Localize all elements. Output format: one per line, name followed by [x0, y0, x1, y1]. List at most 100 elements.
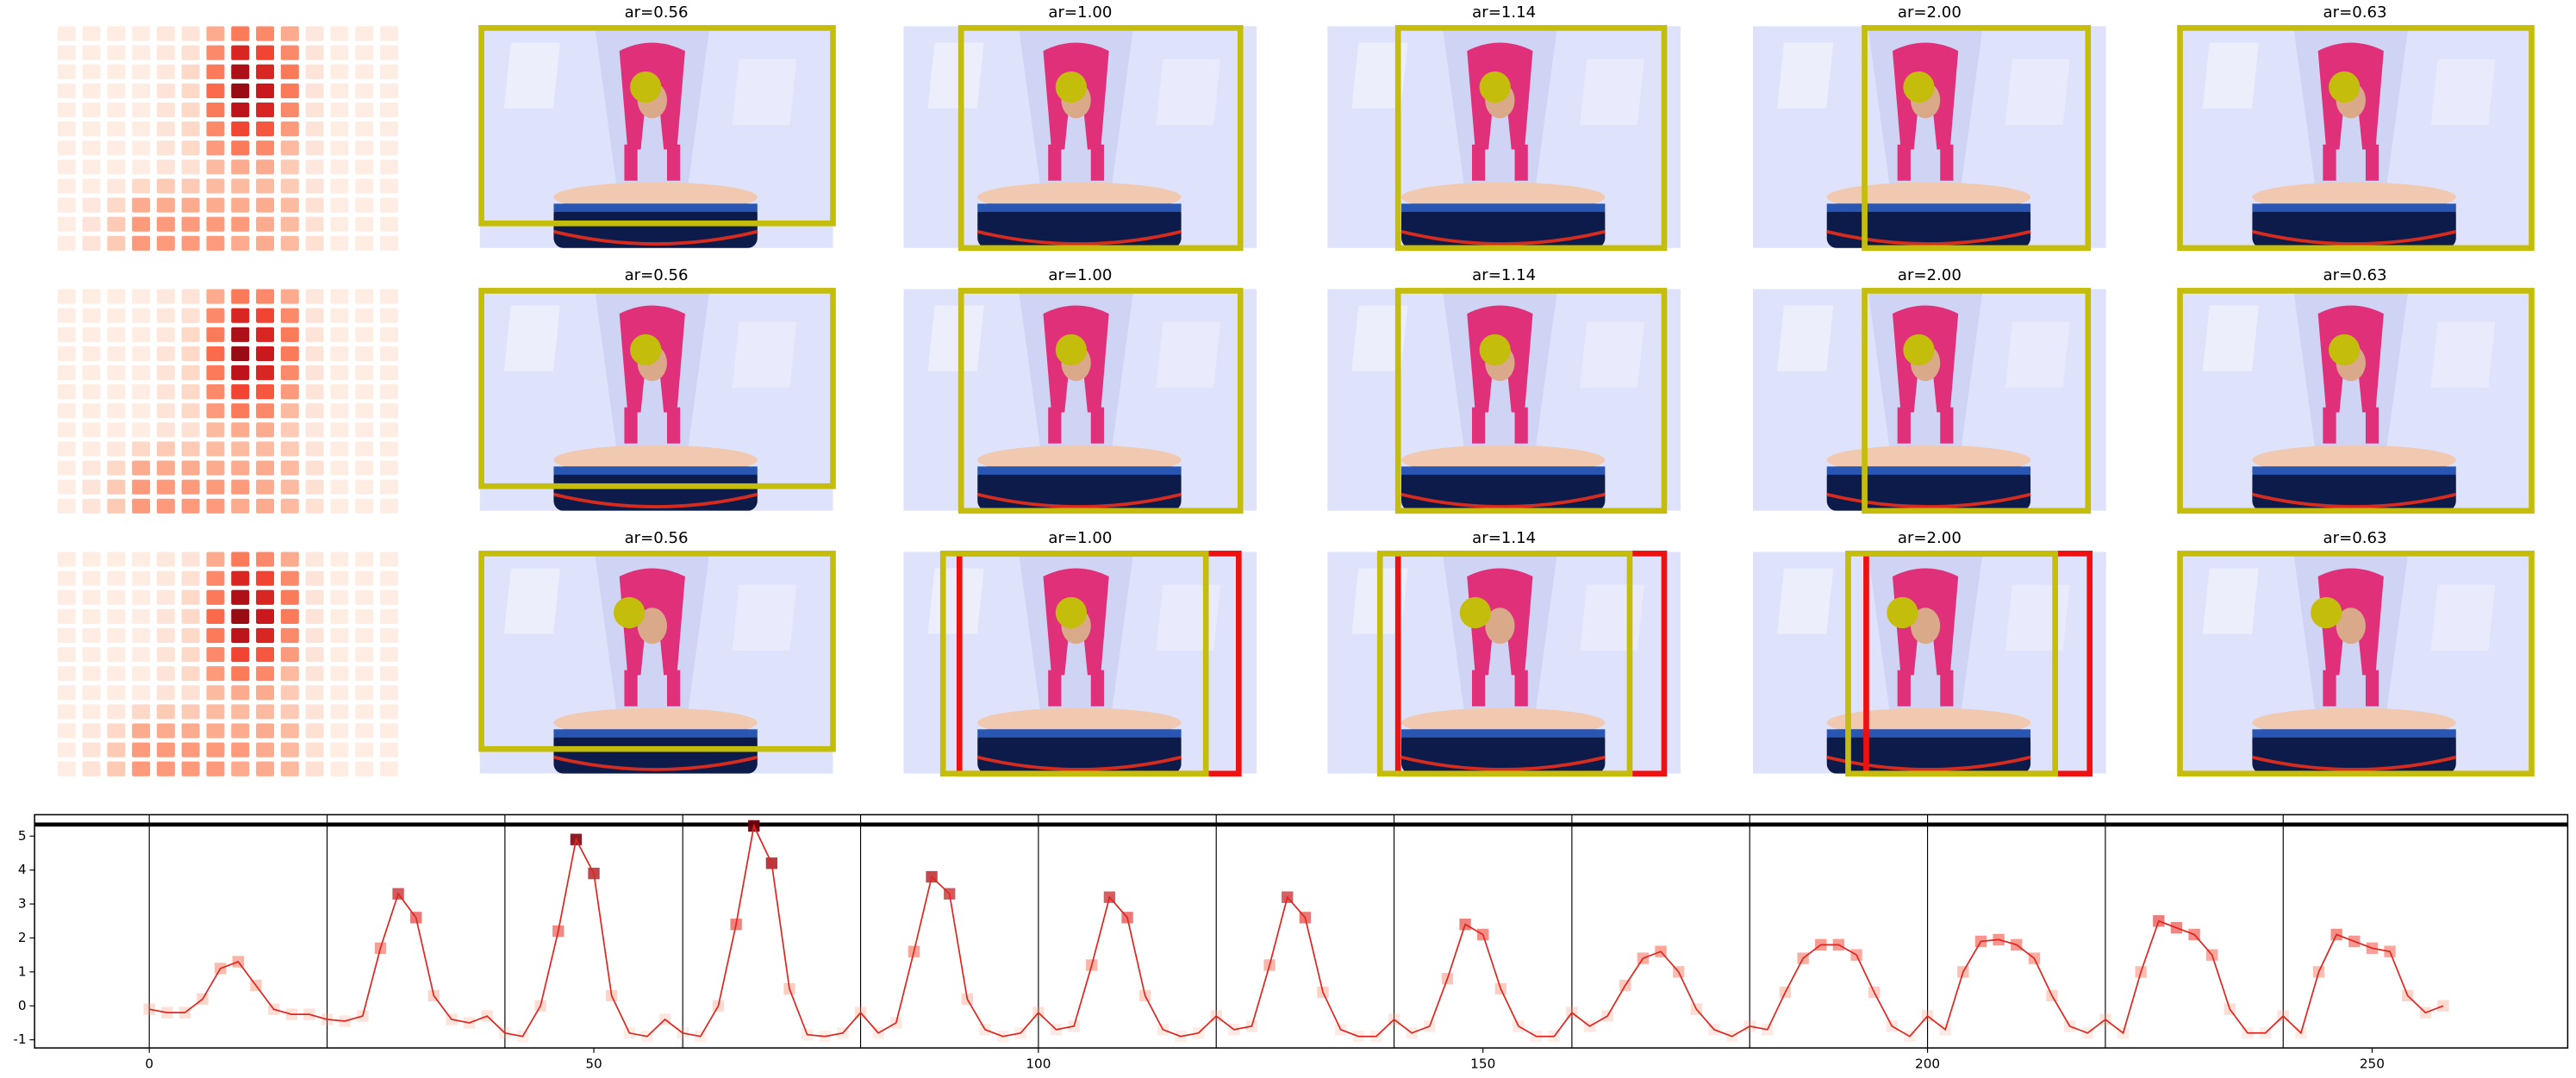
heatmap-cell [330, 403, 349, 419]
panel-title: ar=1.14 [1472, 529, 1536, 547]
heatmap-cell [132, 308, 151, 323]
heatmap-cell [107, 627, 126, 644]
yellow-box [1376, 551, 1633, 777]
heatmap-cell [107, 216, 126, 232]
heatmap-cell [181, 140, 200, 156]
y-tick-label: 2 [18, 930, 27, 945]
heatmap-cell [231, 441, 250, 457]
heatmap-cell [107, 289, 126, 304]
heatmap-cell [231, 235, 250, 251]
heatmap-cell [206, 216, 225, 232]
heatmap-cell [82, 761, 101, 776]
heatmap-cell [107, 178, 126, 194]
heatmap-cell [57, 140, 76, 156]
heatmap-cell [305, 384, 324, 400]
heatmap-cell [57, 685, 76, 701]
heatmap-cell [206, 197, 225, 213]
heatmap-cell [107, 589, 126, 605]
heatmap-cell [107, 102, 126, 118]
heatmap-cell [280, 647, 299, 663]
heatmap-cell [231, 216, 250, 232]
heatmap-cell [107, 685, 126, 701]
heatmap-cell [156, 441, 175, 457]
heatmap-cell [330, 704, 349, 720]
heatmap-cell [132, 608, 151, 624]
heatmap-cell [256, 26, 275, 41]
heatmap-cell [206, 608, 225, 624]
heatmap-cell [181, 479, 200, 495]
heatmap-cell [181, 102, 200, 118]
heatmap-cell [206, 460, 225, 476]
heatmap-cell [181, 197, 200, 213]
heatmap-cell [107, 159, 126, 175]
heatmap-cell [82, 235, 101, 251]
heatmap-cell [82, 551, 101, 567]
heatmap-cell [181, 26, 200, 41]
heatmap-cell [181, 441, 200, 457]
heatmap-cell [280, 608, 299, 624]
heatmap-cell [82, 365, 101, 381]
photo [1753, 289, 2106, 510]
heatmap-cell [379, 384, 398, 400]
heatmap-cell [206, 102, 225, 118]
heatmap-cell [132, 197, 151, 213]
heatmap-cell [231, 26, 250, 41]
heatmap-cell [107, 704, 126, 720]
panel-title: ar=0.56 [625, 3, 689, 22]
head-marker [1903, 71, 1935, 103]
heatmap-cell [280, 178, 299, 194]
heatmap-cell [231, 346, 250, 361]
photo-panel [1753, 551, 2106, 777]
heatmap-cell [156, 761, 175, 776]
heatmap-cell [206, 26, 225, 41]
heatmap-cell [107, 83, 126, 98]
head-marker [630, 71, 662, 103]
heatmap-cell [132, 365, 151, 381]
heatmap-cell [379, 666, 398, 682]
heatmap-cell [355, 761, 374, 776]
heatmap-cell [181, 685, 200, 701]
heatmap-cell [57, 216, 76, 232]
heatmap-cell [231, 327, 250, 342]
heatmap-cell [57, 235, 76, 251]
heatmap-cell [379, 122, 398, 137]
heatmap-cell [107, 140, 126, 156]
heatmap-cell [57, 26, 76, 41]
heatmap-cell [280, 159, 299, 175]
heatmap-cell [156, 235, 175, 251]
heatmap-cell [256, 761, 275, 776]
heatmap-cell [132, 178, 151, 194]
head-marker [1479, 333, 1511, 366]
photo-panel [903, 551, 1257, 777]
heatmap-cell [82, 460, 101, 476]
heatmap-cell [256, 570, 275, 586]
heatmap-cell [57, 589, 76, 605]
yellow-box [939, 551, 1209, 777]
heatmap-cell [355, 498, 374, 514]
yellow-box [957, 25, 1244, 252]
heatmap-cell [280, 102, 299, 118]
heatmap-cell [330, 346, 349, 361]
yellow-box [1394, 288, 1668, 514]
heatmap-cell [206, 666, 225, 682]
heatmap-cell [181, 761, 200, 776]
heatmap-cell [132, 102, 151, 118]
heatmap-cell [132, 327, 151, 342]
heatmap-cell [231, 723, 250, 738]
heatmap-cell [231, 589, 250, 605]
heatmap-cell [379, 704, 398, 720]
heatmap-cell [280, 235, 299, 251]
heatmap-cell [305, 26, 324, 41]
heatmap-cell [305, 235, 324, 251]
heatmap-cell [280, 551, 299, 567]
heatmap-cell [280, 761, 299, 776]
heatmap-cell [330, 460, 349, 476]
heatmap-cell [355, 742, 374, 757]
heatmap-cell [107, 403, 126, 419]
heatmap-cell [231, 178, 250, 194]
heatmap-cell [355, 551, 374, 567]
heatmap-cell [379, 197, 398, 213]
y-tick-label: 3 [18, 896, 27, 912]
photo [1327, 289, 1681, 510]
heatmap-cell [107, 235, 126, 251]
